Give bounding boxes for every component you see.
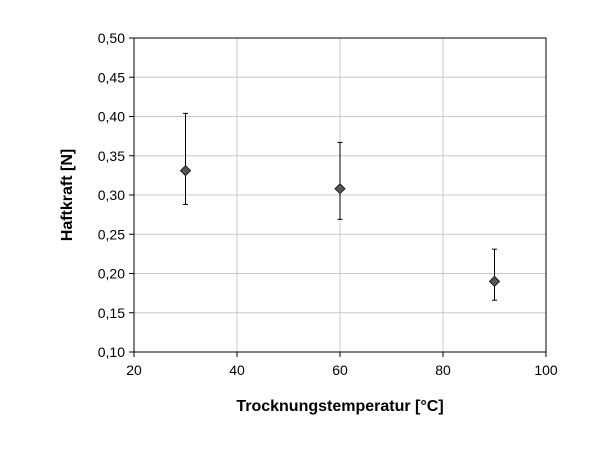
x-axis-title: Trocknungstemperatur [°C] [236,398,443,415]
data-point [179,112,192,205]
x-tick-label: 60 [332,362,348,378]
data-point [488,248,501,301]
x-tick-label: 100 [534,362,558,378]
x-tick-label: 20 [126,362,142,378]
y-tick-label: 0,40 [98,109,125,125]
y-tick-label: 0,10 [98,344,125,360]
y-tick-label: 0,35 [98,148,125,164]
plot-area-frame [133,37,547,353]
data-points [179,112,501,301]
y-tick-label: 0,45 [98,69,125,85]
x-tick-labels: 20 40 60 80 100 [126,362,558,378]
y-tick-label: 0,25 [98,226,125,242]
diamond-marker [179,164,192,177]
y-tick-label: 0,15 [98,305,125,321]
diamond-marker [334,183,346,195]
x-tick-label: 80 [435,362,451,378]
grid-lines [129,37,547,357]
y-tick-label: 0,20 [98,266,125,282]
diamond-marker [488,275,501,288]
y-tick-labels: 0,10 0,15 0,20 0,25 0,30 0,35 0,40 0,45 0,50 [98,30,125,360]
data-point [334,141,346,220]
y-tick-label: 0,50 [98,30,125,46]
y-axis-title: Haftkraft [N] [59,149,76,241]
x-tick-label: 40 [229,362,245,378]
y-tick-label: 0,30 [98,187,125,203]
